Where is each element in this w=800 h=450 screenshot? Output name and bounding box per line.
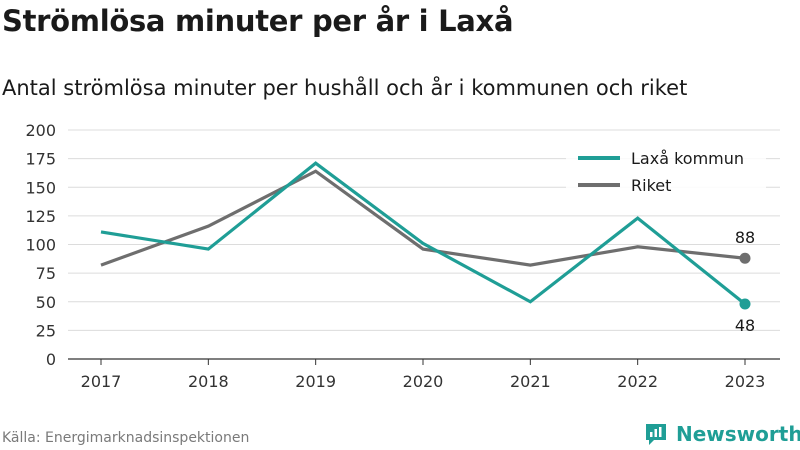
brand-logo: Newsworthy (644, 420, 800, 448)
newsworthy-logo-icon (646, 424, 666, 445)
x-tick-label: 2020 (403, 372, 444, 391)
y-tick-label: 200 (25, 121, 56, 140)
chart-subtitle: Antal strömlösa minuter per hushåll och … (2, 76, 688, 100)
x-tick-label: 2023 (725, 372, 766, 391)
y-tick-label: 25 (36, 321, 56, 340)
y-tick-label: 100 (25, 236, 56, 255)
source-note: Källa: Energimarknadsinspektionen (2, 430, 250, 446)
chart-title: Strömlösa minuter per år i Laxå (2, 4, 514, 38)
legend-background (566, 143, 766, 199)
series-line-riket (100, 169, 746, 267)
x-tick-label: 2017 (81, 372, 122, 391)
series-lines (100, 161, 746, 306)
legend: Laxå kommun Riket (566, 143, 766, 199)
y-tick-label: 175 (25, 150, 56, 169)
legend-label: Riket (631, 176, 671, 195)
end-point-lax-kommun (739, 298, 751, 310)
y-tick-label: 150 (25, 178, 56, 197)
x-tick-label: 2018 (188, 372, 229, 391)
end-point-riket (739, 252, 751, 264)
end-label: 88 (735, 228, 755, 247)
y-tick-label: 0 (46, 350, 56, 369)
y-tick-label: 125 (25, 207, 56, 226)
series-endpoints: 48 88 (735, 228, 755, 335)
x-axis-ticks: 2017 2018 2019 2020 2021 2022 2023 (81, 359, 766, 391)
x-tick-label: 2021 (510, 372, 551, 391)
end-label: 48 (735, 316, 755, 335)
series-line-lax-kommun (100, 161, 746, 306)
y-axis-ticks: 0 25 50 75 100 125 150 175 200 (25, 121, 56, 369)
y-tick-label: 50 (36, 293, 56, 312)
y-tick-label: 75 (36, 264, 56, 283)
legend-label: Laxå kommun (631, 149, 744, 168)
brand-name: Newsworthy (676, 422, 800, 446)
x-tick-label: 2019 (295, 372, 336, 391)
x-tick-label: 2022 (617, 372, 658, 391)
